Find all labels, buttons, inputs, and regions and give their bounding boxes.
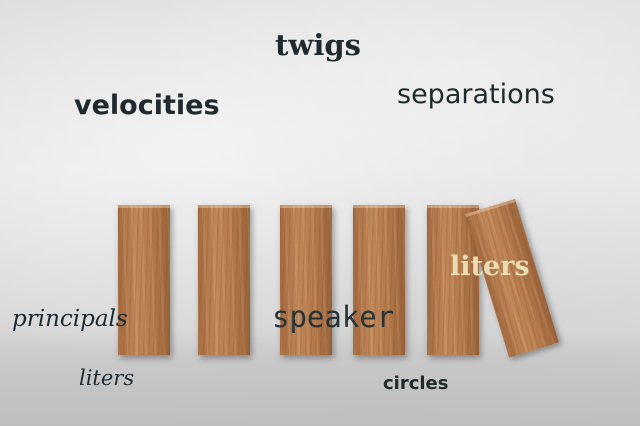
word-principals: principals: [12, 306, 128, 332]
word-twigs: twigs: [275, 28, 361, 62]
wooden-block-2: [198, 205, 250, 355]
wooden-block-1: [118, 205, 170, 355]
word-speaker: speaker: [272, 300, 394, 334]
word-liters-top: liters: [450, 251, 530, 282]
word-liters-bottom: liters: [79, 366, 134, 390]
word-separations: separations: [397, 79, 555, 110]
word-velocities: velocities: [74, 90, 220, 121]
word-circles: circles: [383, 373, 448, 394]
